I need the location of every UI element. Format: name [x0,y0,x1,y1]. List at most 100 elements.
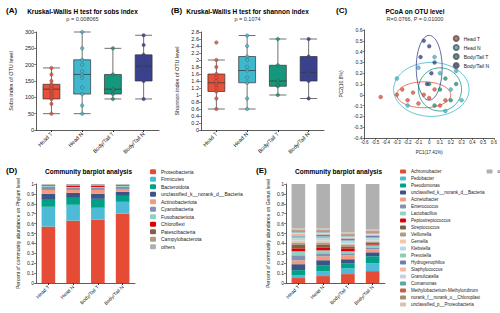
svg-text:unclassified_k__norank_d__Bact: unclassified_k__norank_d__Bacteria [411,190,485,195]
svg-text:Head N: Head N [59,284,75,300]
svg-text:1.8: 1.8 [191,64,199,70]
svg-text:Head N: Head N [464,45,481,51]
svg-text:2: 2 [196,57,199,63]
svg-text:PC1(17.41%): PC1(17.41%) [416,150,444,155]
svg-text:Methylobacterium-Methylorubrum: Methylobacterium-Methylorubrum [411,288,478,293]
svg-text:Body/Tail T: Body/Tail T [257,130,281,154]
svg-text:(C): (C) [336,6,347,15]
svg-text:Klebsiella: Klebsiella [411,246,431,251]
svg-text:Head T: Head T [35,284,51,300]
svg-text:0.3: 0.3 [27,250,34,256]
svg-text:Community barplot analysis: Community barplot analysis [295,168,382,176]
svg-text:Community barplot analysis: Community barplot analysis [45,168,132,176]
svg-text:2.6: 2.6 [191,36,199,42]
svg-text:0.9: 0.9 [27,191,34,197]
svg-text:0: 0 [281,280,284,286]
svg-text:Lactobacillus: Lactobacillus [411,211,438,216]
svg-text:Prevotella: Prevotella [411,253,432,258]
svg-text:Head T: Head T [37,130,54,147]
svg-text:0.8: 0.8 [277,201,284,207]
svg-text:Kruskal-Wallis H test for shan: Kruskal-Wallis H test for shannon index [186,8,309,15]
svg-text:Comamonas: Comamonas [411,281,437,286]
svg-text:300: 300 [25,29,34,35]
svg-text:-0.3: -0.3 [393,140,401,145]
svg-text:Firmicutes: Firmicutes [161,176,185,182]
svg-text:Fusobacteriota: Fusobacteriota [161,214,194,220]
svg-text:2.2: 2.2 [191,50,199,56]
svg-text:0.9: 0.9 [277,191,284,197]
svg-text:Pseudomonas: Pseudomonas [411,183,441,188]
svg-text:1: 1 [31,181,34,187]
svg-text:150: 150 [25,78,34,84]
svg-text:1.6: 1.6 [191,71,199,77]
svg-text:Acinetobacter: Acinetobacter [411,197,439,202]
svg-text:Cyanobacteria: Cyanobacteria [161,206,193,212]
svg-text:-0.4: -0.4 [382,140,390,145]
svg-text:Streptococcus: Streptococcus [411,225,440,230]
svg-text:200: 200 [25,62,34,68]
svg-text:0.5: 0.5 [27,231,34,237]
svg-text:Enterococcus: Enterococcus [411,204,439,209]
svg-text:R=0.0766, P = 0.01000: R=0.0766, P = 0.01000 [387,16,444,22]
svg-text:0.1: 0.1 [27,270,34,276]
svg-text:0: 0 [31,127,34,133]
svg-text:50: 50 [28,111,34,117]
svg-text:Body/Tail T: Body/Tail T [78,284,100,306]
svg-text:100: 100 [25,94,34,100]
svg-text:Granulicatella: Granulicatella [411,274,439,279]
svg-text:0.5: 0.5 [480,140,487,145]
svg-text:others: others [161,244,175,250]
svg-text:0.8: 0.8 [191,99,199,105]
svg-text:Body/Tail N: Body/Tail N [122,131,146,155]
svg-text:Head T: Head T [202,130,219,147]
svg-text:0.6: 0.6 [27,221,34,227]
svg-text:p = 0.1074: p = 0.1074 [234,16,260,22]
svg-text:Bacteroidota: Bacteroidota [161,184,189,190]
svg-text:-0.1: -0.1 [415,140,423,145]
svg-text:Head N: Head N [309,284,325,300]
svg-text:0.5: 0.5 [356,38,363,44]
svg-text:0.4: 0.4 [191,113,199,119]
svg-text:(E): (E) [256,166,267,175]
svg-text:0.6: 0.6 [191,106,199,112]
svg-text:Gemella: Gemella [411,239,428,244]
svg-text:Shannon index of OTU level: Shannon index of OTU level [174,47,180,116]
svg-text:norank_f__norank_o__Chloroplas: norank_f__norank_o__Chloroplast [411,295,481,300]
svg-text:Chloroflexi: Chloroflexi [161,221,185,227]
svg-text:0.3: 0.3 [458,140,465,145]
svg-text:Body/Tail T: Body/Tail T [328,284,350,306]
svg-text:Body/Tail N: Body/Tail N [464,63,490,69]
svg-text:(A): (A) [6,6,17,15]
svg-text:0: 0 [196,127,199,133]
svg-text:0.6: 0.6 [491,140,498,145]
svg-text:Achromobacter: Achromobacter [411,169,442,174]
svg-text:Body/Tail N: Body/Tail N [287,131,311,155]
svg-text:Pedobacter: Pedobacter [411,176,435,181]
svg-text:0.3: 0.3 [277,250,284,256]
svg-text:0.1: 0.1 [356,81,363,87]
svg-text:Body/Tail N: Body/Tail N [103,284,125,306]
svg-text:Body/Tail T: Body/Tail T [464,54,489,60]
svg-text:0.2: 0.2 [448,140,455,145]
svg-text:0.7: 0.7 [27,211,34,217]
svg-text:Staphylococcus: Staphylococcus [411,267,443,272]
svg-text:unclassified_k__norank_d__Bact: unclassified_k__norank_d__Bacteria [161,191,243,197]
svg-text:0.5: 0.5 [277,231,284,237]
svg-text:0.7: 0.7 [277,211,284,217]
svg-text:250: 250 [25,45,34,51]
svg-text:0.1: 0.1 [277,270,284,276]
svg-text:0.2: 0.2 [356,70,363,76]
svg-text:p = 0.008065: p = 0.008065 [66,16,98,22]
svg-text:-0.3: -0.3 [354,124,363,130]
svg-text:0.1: 0.1 [437,140,444,145]
svg-text:Head N: Head N [232,131,249,148]
svg-text:0.4: 0.4 [277,240,284,246]
svg-text:Kruskal-Wallis H test for sobs: Kruskal-Wallis H test for sobs index [27,8,138,15]
svg-text:0.4: 0.4 [27,240,34,246]
svg-text:2.4: 2.4 [191,43,199,49]
svg-text:0.6: 0.6 [277,221,284,227]
svg-text:2.8: 2.8 [191,29,199,35]
svg-text:Percent of community abundance: Percent of community abundance on Genus … [265,179,271,288]
svg-text:-0.6: -0.6 [361,140,369,145]
svg-text:(D): (D) [6,166,17,175]
